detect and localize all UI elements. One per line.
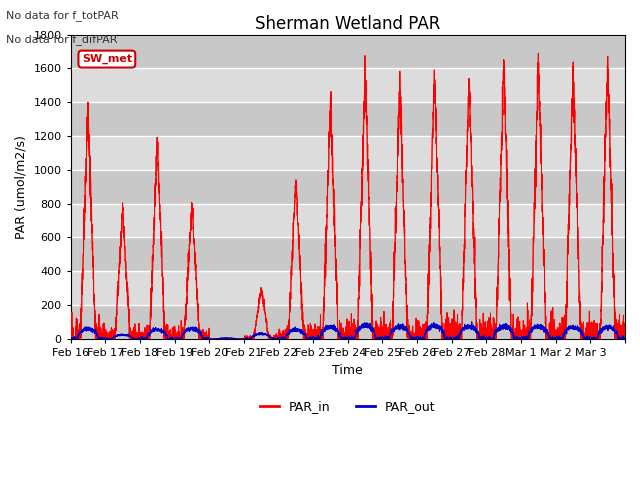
Bar	[70, 204, 625, 238]
Text: No data for f_difPAR: No data for f_difPAR	[6, 34, 118, 45]
Legend: PAR_in, PAR_out: PAR_in, PAR_out	[255, 395, 440, 418]
Text: No data for f_totPAR: No data for f_totPAR	[6, 10, 119, 21]
Bar	[70, 271, 625, 305]
Bar	[70, 170, 625, 204]
Text: SW_met: SW_met	[82, 54, 132, 64]
Bar	[70, 35, 625, 68]
X-axis label: Time: Time	[332, 363, 364, 376]
Bar	[70, 68, 625, 102]
Y-axis label: PAR (umol/m2/s): PAR (umol/m2/s)	[15, 135, 28, 239]
Title: Sherman Wetland PAR: Sherman Wetland PAR	[255, 15, 440, 33]
Bar	[70, 102, 625, 136]
Bar	[70, 136, 625, 170]
Bar	[70, 305, 625, 339]
Bar	[70, 238, 625, 271]
